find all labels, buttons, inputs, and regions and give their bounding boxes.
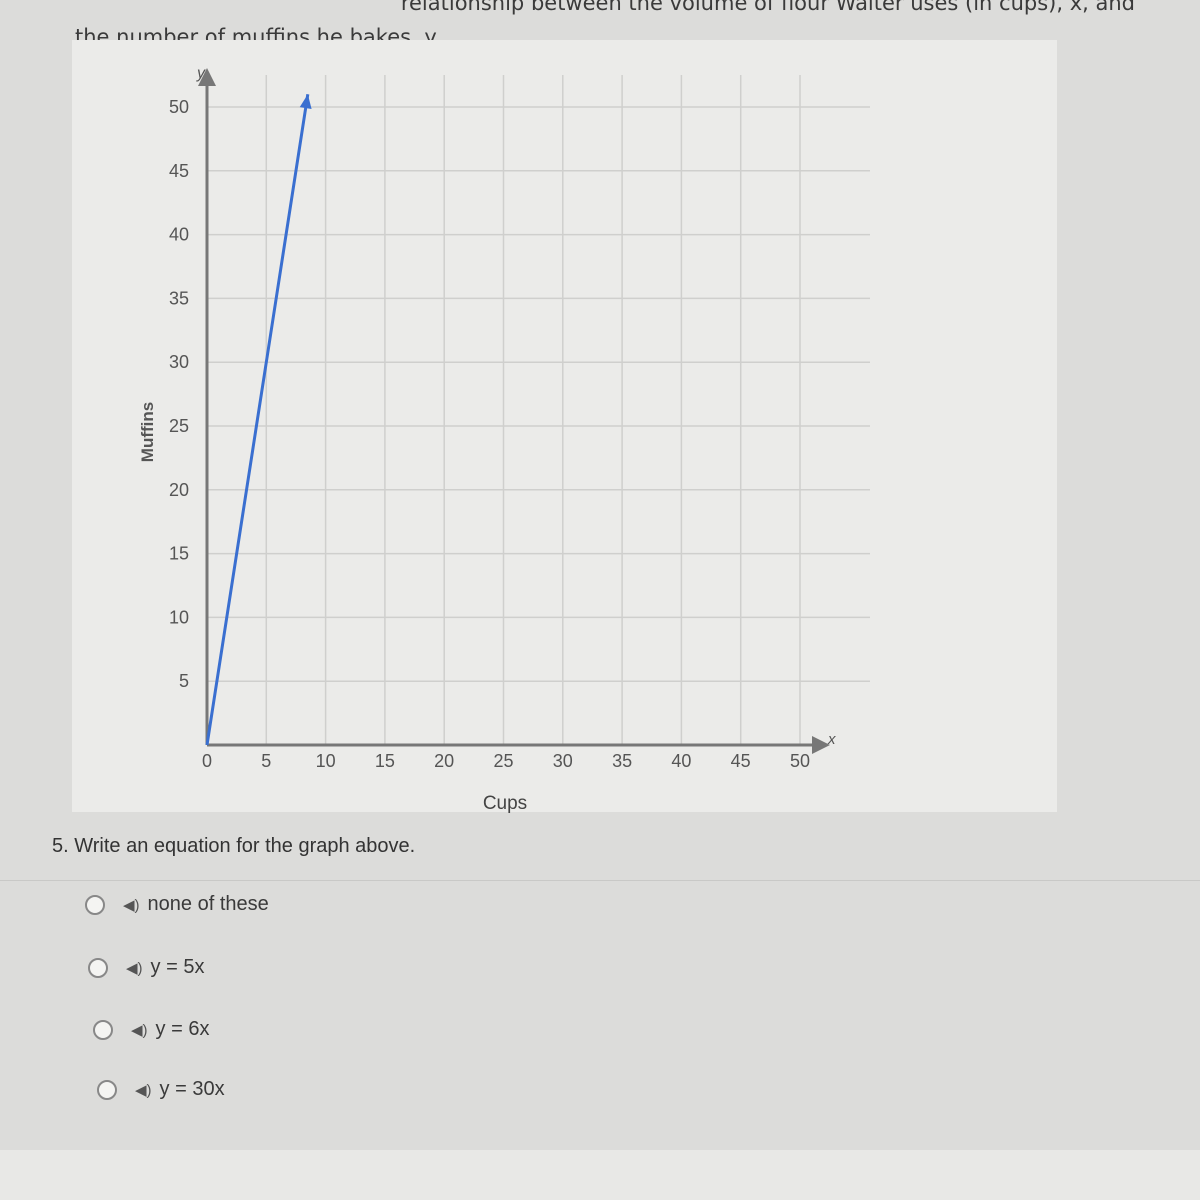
answer-option[interactable]: ◀) y = 30x — [97, 1078, 225, 1101]
y-tick-label: 5 — [179, 671, 189, 691]
question-text: 5. Write an equation for the graph above… — [52, 835, 416, 857]
y-tick-label: 50 — [169, 97, 189, 117]
y-tick-label: 35 — [169, 288, 189, 308]
y-axis-label: Muffins — [138, 402, 157, 462]
answer-option[interactable]: ◀) none of these — [85, 893, 269, 916]
y-axis-arrow — [198, 68, 216, 86]
x-axis-label: Cups — [483, 793, 527, 814]
x-tick-label: 45 — [731, 751, 751, 771]
y-tick-label: 25 — [169, 416, 189, 436]
speaker-icon[interactable]: ◀) — [135, 1081, 152, 1099]
speaker-icon[interactable]: ◀) — [126, 959, 143, 977]
x-tick-label: 15 — [375, 751, 395, 771]
x-tick-label: 10 — [316, 751, 336, 771]
footer — [0, 1150, 1200, 1200]
data-line-arrow — [299, 94, 312, 109]
x-tick-label: 40 — [671, 751, 691, 771]
radio-button[interactable] — [85, 894, 105, 915]
y-axis-symbol: y — [196, 65, 206, 82]
prompt-line-1: relationship between the volume of flour… — [400, 0, 1135, 15]
speaker-icon[interactable]: ◀) — [131, 1021, 148, 1039]
y-tick-label: 10 — [169, 607, 189, 627]
radio-button[interactable] — [88, 957, 108, 978]
answer-option[interactable]: ◀) y = 6x — [93, 1018, 209, 1041]
answer-option-label: y = 30x — [159, 1078, 225, 1100]
data-line — [205, 94, 310, 746]
x-tick-label: 50 — [790, 751, 810, 771]
x-tick-label: 35 — [612, 751, 632, 771]
y-tick-label: 40 — [169, 225, 189, 245]
x-tick-label: 5 — [261, 751, 271, 771]
y-tick-label: 45 — [169, 161, 189, 181]
y-tick-label: 30 — [169, 352, 189, 372]
x-tick-label: 25 — [493, 751, 513, 771]
answer-option-label: none of these — [147, 893, 269, 915]
speaker-icon[interactable]: ◀) — [123, 896, 140, 914]
x-axis-symbol: x — [827, 731, 836, 748]
chart: 0 5 10 15 20 25 30 35 40 45 505101520253035404550 … — [138, 65, 870, 814]
x-axis-arrow — [812, 736, 830, 754]
answer-option-label: y = 5x — [150, 956, 205, 978]
radio-button[interactable] — [93, 1019, 113, 1040]
y-tick-label: 15 — [169, 544, 189, 564]
divider — [0, 880, 1200, 881]
answer-option[interactable]: ◀) y = 5x — [88, 956, 204, 979]
answer-option-label: y = 6x — [155, 1018, 210, 1040]
x-tick-label: 0 — [202, 751, 212, 771]
x-tick-label: 20 — [434, 751, 454, 771]
y-tick-label: 20 — [169, 480, 189, 500]
x-tick-label: 30 — [553, 751, 573, 771]
radio-button[interactable] — [97, 1079, 117, 1100]
